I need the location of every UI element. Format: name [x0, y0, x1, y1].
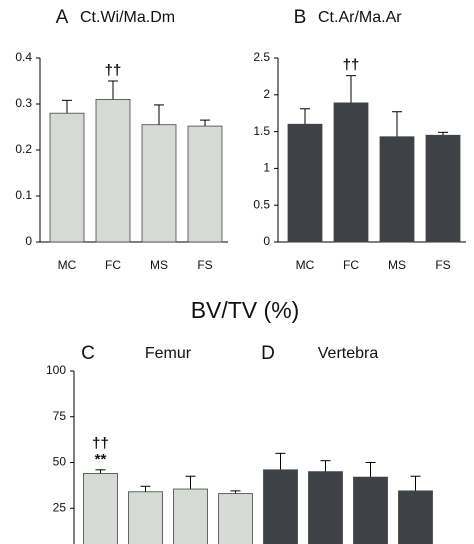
x-tick-label: FC: [105, 258, 121, 272]
y-tick-label: 0.5: [253, 197, 270, 211]
x-tick-label: MC: [296, 258, 315, 272]
y-tick-label: 2: [263, 87, 270, 101]
y-tick-label: 25: [53, 500, 67, 514]
bar: [173, 488, 208, 544]
panel-label: C: [81, 343, 95, 364]
y-tick-label: 0.3: [15, 96, 32, 110]
bar: [287, 123, 323, 243]
panel-label: D: [261, 343, 275, 364]
y-tick-label: 2.5: [253, 50, 270, 64]
bar: [333, 102, 369, 243]
annotation: ††: [105, 62, 122, 79]
bar: [95, 99, 131, 243]
x-tick-label: FS: [197, 258, 212, 272]
x-tick-label: MS: [388, 258, 406, 272]
bar: [83, 473, 118, 544]
bottom-title: BV/TV (%): [191, 297, 300, 323]
annotation: ††: [92, 435, 109, 452]
bar: [263, 469, 298, 544]
bar: [379, 136, 415, 243]
bar: [218, 493, 253, 544]
bar: [308, 471, 343, 544]
panel-title: Femur: [145, 345, 192, 362]
panel-title: Ct.Ar/Ma.Ar: [318, 9, 402, 26]
bar: [425, 134, 461, 243]
bar: [353, 476, 388, 544]
bar: [187, 125, 223, 243]
y-tick-label: 0.4: [15, 50, 32, 64]
y-tick-label: 75: [53, 409, 67, 423]
y-tick-label: 100: [46, 363, 66, 377]
bar: [128, 491, 163, 544]
y-tick-label: 50: [53, 455, 67, 469]
x-tick-label: FC: [343, 258, 359, 272]
bar: [141, 124, 177, 243]
y-tick-label: 0.1: [15, 188, 32, 202]
panel-title: Vertebra: [318, 345, 379, 362]
y-tick-label: 0.2: [15, 142, 32, 156]
annotation: ††: [343, 57, 360, 74]
panel-label: A: [56, 7, 69, 28]
x-tick-label: FS: [435, 258, 450, 272]
y-tick-label: 0: [263, 234, 270, 248]
bar: [49, 112, 85, 243]
bar: [398, 490, 433, 544]
y-tick-label: 0: [25, 234, 32, 248]
panel-title: Ct.Wi/Ma.Dm: [80, 9, 175, 26]
y-tick-label: 1.5: [253, 124, 270, 138]
x-tick-label: MS: [150, 258, 168, 272]
x-tick-label: MC: [58, 258, 77, 272]
y-tick-label: 1: [263, 161, 270, 175]
panel-label: B: [294, 7, 307, 28]
annotation: **: [95, 451, 107, 468]
